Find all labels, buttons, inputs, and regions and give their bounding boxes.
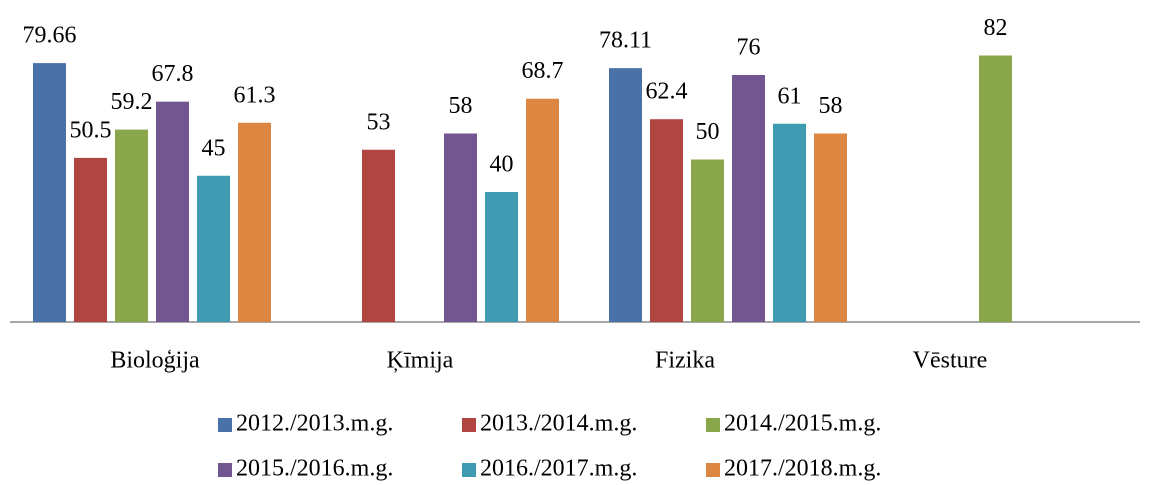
legend-label: 2013./2014.m.g. bbox=[480, 411, 637, 437]
legend-label: 2012./2013.m.g. bbox=[236, 411, 393, 437]
bar bbox=[732, 75, 765, 322]
x-tick-label: Ķīmija bbox=[387, 348, 454, 374]
bar bbox=[485, 192, 518, 322]
data-label: 68.7 bbox=[522, 58, 564, 84]
data-label: 40 bbox=[490, 152, 514, 178]
data-label: 76 bbox=[737, 35, 761, 61]
legend-label: 2016./2017.m.g. bbox=[480, 456, 637, 482]
data-label: 61.3 bbox=[234, 82, 276, 108]
bar bbox=[773, 123, 806, 322]
legend-swatch bbox=[462, 418, 476, 432]
data-label: 58 bbox=[819, 93, 843, 119]
bar bbox=[526, 98, 559, 322]
legend-label: 2014./2015.m.g. bbox=[724, 411, 881, 437]
data-label: 61 bbox=[778, 83, 802, 109]
legend-swatch bbox=[706, 418, 720, 432]
bar bbox=[156, 101, 189, 323]
bar bbox=[238, 122, 271, 323]
data-label: 79.66 bbox=[23, 23, 77, 49]
data-label: 53 bbox=[367, 109, 391, 135]
data-label: 45 bbox=[202, 135, 226, 161]
bar bbox=[609, 68, 642, 322]
x-tick-label: Bioloģija bbox=[110, 348, 200, 374]
bar bbox=[197, 175, 230, 322]
x-tick-label: Vēsture bbox=[913, 348, 988, 374]
legend-swatch bbox=[462, 463, 476, 477]
legend-swatch bbox=[218, 418, 232, 432]
legend-swatch bbox=[706, 463, 720, 477]
data-label: 50 bbox=[696, 119, 720, 145]
data-label: 82 bbox=[984, 15, 1008, 41]
legend-swatch bbox=[218, 463, 232, 477]
bar bbox=[814, 133, 847, 322]
data-label: 78.11 bbox=[599, 28, 652, 54]
bar bbox=[691, 159, 724, 322]
bar bbox=[33, 63, 66, 322]
bar bbox=[979, 55, 1012, 322]
data-label: 62.4 bbox=[646, 79, 688, 105]
data-label: 67.8 bbox=[152, 61, 194, 87]
bar bbox=[444, 133, 477, 322]
data-label: 58 bbox=[449, 93, 473, 119]
data-label: 50.5 bbox=[70, 117, 112, 143]
bar bbox=[74, 157, 107, 322]
bar bbox=[650, 119, 683, 322]
legend-label: 2015./2016.m.g. bbox=[236, 456, 393, 482]
data-label: 59.2 bbox=[111, 89, 153, 115]
legend-label: 2017./2018.m.g. bbox=[724, 456, 881, 482]
bar bbox=[362, 149, 395, 322]
bar bbox=[115, 129, 148, 322]
x-tick-label: Fizika bbox=[655, 348, 715, 374]
